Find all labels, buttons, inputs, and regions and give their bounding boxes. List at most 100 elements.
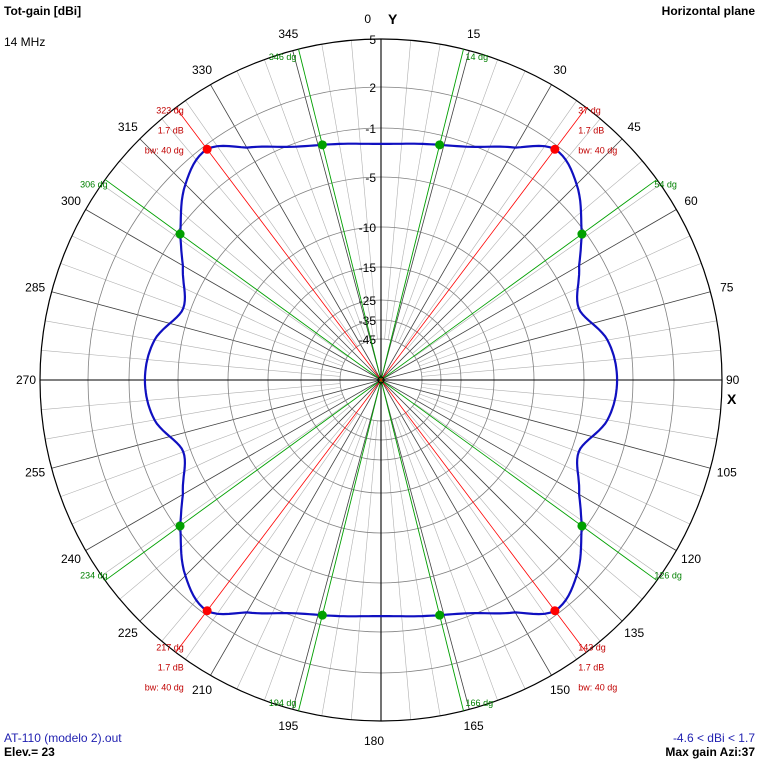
azimuth-label: 30: [553, 63, 567, 77]
halfpower-point: [317, 610, 327, 620]
grid-spoke: [101, 184, 348, 357]
x-axis-label: X: [727, 391, 737, 407]
azimuth-label: 240: [61, 552, 81, 566]
grid-spoke: [185, 100, 358, 347]
grid-spoke: [380, 138, 623, 381]
halfpower-point: [175, 521, 185, 531]
grid-spoke: [236, 70, 364, 343]
radial-tick-label: 5: [369, 33, 376, 47]
grid-spoke: [264, 59, 368, 342]
max-lobe-label: bw: 40 dg: [578, 682, 617, 692]
grid-spoke: [398, 417, 526, 690]
grid-spoke: [418, 235, 691, 363]
azimuth-label: 255: [25, 466, 45, 480]
grid-spoke: [421, 320, 717, 374]
max-lobe-label: 1.7 dB: [578, 126, 604, 136]
grid-spoke: [210, 379, 382, 676]
halfpower-label: 166 dg: [466, 698, 494, 708]
azimuth-label: 165: [464, 719, 484, 733]
halfpower-point: [577, 229, 587, 239]
radial-tick-label: 2: [369, 81, 376, 95]
grid-spoke: [380, 379, 623, 622]
grid-spoke: [71, 235, 344, 363]
azimuth-label: 0: [364, 12, 371, 26]
chart-title: Tot-gain [dBi]: [4, 4, 82, 18]
halfpower-point: [435, 140, 445, 150]
azimuth-label: 210: [192, 683, 212, 697]
halfpower-line: [104, 379, 382, 581]
halfpower-line: [380, 179, 658, 381]
max-lobe-label: 217 dg: [156, 642, 184, 652]
halfpower-point: [175, 229, 185, 239]
grid-spoke: [45, 386, 341, 440]
grid-spoke: [419, 393, 702, 497]
grid-spoke: [412, 160, 643, 354]
azimuth-label: 300: [61, 194, 81, 208]
grid-spoke: [407, 411, 601, 642]
azimuth-label: 120: [681, 552, 701, 566]
plane-label: Horizontal plane: [661, 4, 755, 18]
grid-spoke: [380, 379, 677, 551]
max-lobe-label: bw: 40 dg: [578, 146, 617, 156]
grid-spoke: [60, 263, 343, 367]
halfpower-line: [380, 379, 658, 581]
grid-spoke: [45, 320, 341, 374]
halfpower-line: [298, 49, 382, 381]
halfpower-label: 346 dg: [269, 52, 297, 62]
grid-spoke: [101, 403, 348, 576]
gain-range-label: -4.6 < dBi < 1.7: [672, 731, 755, 745]
grid-spoke: [161, 118, 355, 349]
max-lobe-label: bw: 40 dg: [145, 146, 184, 156]
grid-spoke: [380, 379, 552, 676]
grid-spoke: [119, 406, 350, 600]
grid-spoke: [384, 40, 412, 340]
grid-spoke: [236, 417, 364, 690]
grid-spoke: [414, 403, 661, 576]
center-marker: [377, 376, 385, 384]
grid-spoke: [71, 397, 344, 525]
halfpower-label: 14 dg: [466, 52, 489, 62]
max-lobe-label: 37 dg: [578, 106, 601, 116]
grid-spoke: [380, 291, 711, 381]
grid-spoke: [139, 379, 382, 622]
azimuth-label: 225: [118, 626, 138, 640]
y-axis-label: Y: [388, 11, 398, 27]
grid-spoke: [60, 393, 343, 497]
azimuth-label: 345: [278, 27, 298, 41]
max-lobe-line: [175, 107, 382, 381]
grid-spoke: [387, 420, 441, 716]
grid-spoke: [41, 349, 341, 377]
azimuth-label: 15: [467, 27, 481, 41]
grid-spoke: [394, 59, 498, 342]
grid-spoke: [404, 100, 577, 347]
halfpower-point: [435, 610, 445, 620]
azimuth-label: 150: [550, 683, 570, 697]
radial-tick-label: -10: [359, 221, 377, 235]
grid-spoke: [51, 291, 382, 381]
halfpower-line: [380, 379, 464, 711]
frequency-label: 14 MHz: [4, 35, 46, 49]
max-lobe-line: [380, 107, 587, 381]
grid-spoke: [380, 209, 677, 381]
grid-spoke: [380, 50, 470, 381]
grid-spoke: [210, 84, 382, 381]
azimuth-label: 180: [364, 734, 384, 748]
grid-spoke: [321, 420, 375, 716]
max-lobe-label: 1.7 dB: [158, 126, 184, 136]
grid-spoke: [394, 418, 498, 701]
azimuth-label: 135: [624, 626, 644, 640]
radial-tick-label: -15: [359, 261, 377, 275]
grid-spoke: [321, 44, 375, 340]
max-lobe-point: [202, 606, 212, 616]
halfpower-label: 54 dg: [654, 179, 677, 189]
grid-spoke: [292, 50, 382, 381]
grid-spoke: [161, 411, 355, 642]
halfpower-point: [317, 140, 327, 150]
azimuth-label: 90: [726, 373, 740, 387]
grid-spoke: [380, 84, 552, 381]
max-lobe-point: [550, 144, 560, 154]
azimuth-label: 195: [278, 719, 298, 733]
grid-spoke: [264, 418, 368, 701]
max-lobe-label: 323 dg: [156, 106, 184, 116]
